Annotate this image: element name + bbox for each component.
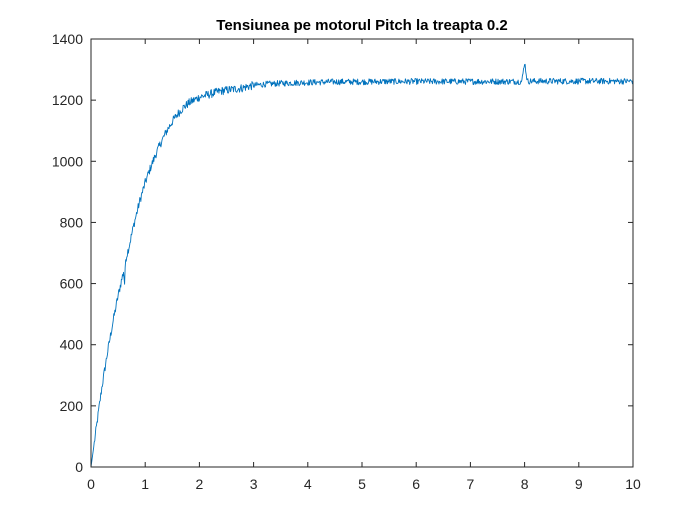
x-tick-label: 9 [575,476,583,492]
x-tick-label: 3 [250,476,258,492]
x-tick-label: 2 [196,476,204,492]
x-tick-label: 8 [521,476,529,492]
y-tick-label: 400 [60,337,84,353]
ticks-layer [90,38,634,468]
x-tick-label: 6 [412,476,420,492]
y-tick-label: 200 [60,398,84,414]
y-tick-label: 0 [75,459,83,475]
x-tick-label: 1 [141,476,149,492]
chart-title: Tensiunea pe motorul Pitch la treapta 0.… [216,17,507,34]
x-tick-label: 4 [304,476,312,492]
x-tick-label: 5 [358,476,366,492]
y-tick-label: 800 [60,214,84,230]
x-tick-label: 10 [625,476,641,492]
series-layer [90,63,634,468]
tick-labels-layer: 0 1 2 3 4 5 6 7 8 9 10 0 200 400 600 800 1000 1200 1400 [52,31,641,492]
y-tick-label: 600 [60,276,84,292]
y-tick-label: 1400 [52,31,83,47]
y-tick-label: 1200 [52,92,83,108]
x-tick-label: 0 [87,476,95,492]
x-tick-label: 7 [467,476,475,492]
series-line-0 [90,63,634,468]
plot-area [91,39,633,467]
y-tick-label: 1000 [52,153,83,169]
